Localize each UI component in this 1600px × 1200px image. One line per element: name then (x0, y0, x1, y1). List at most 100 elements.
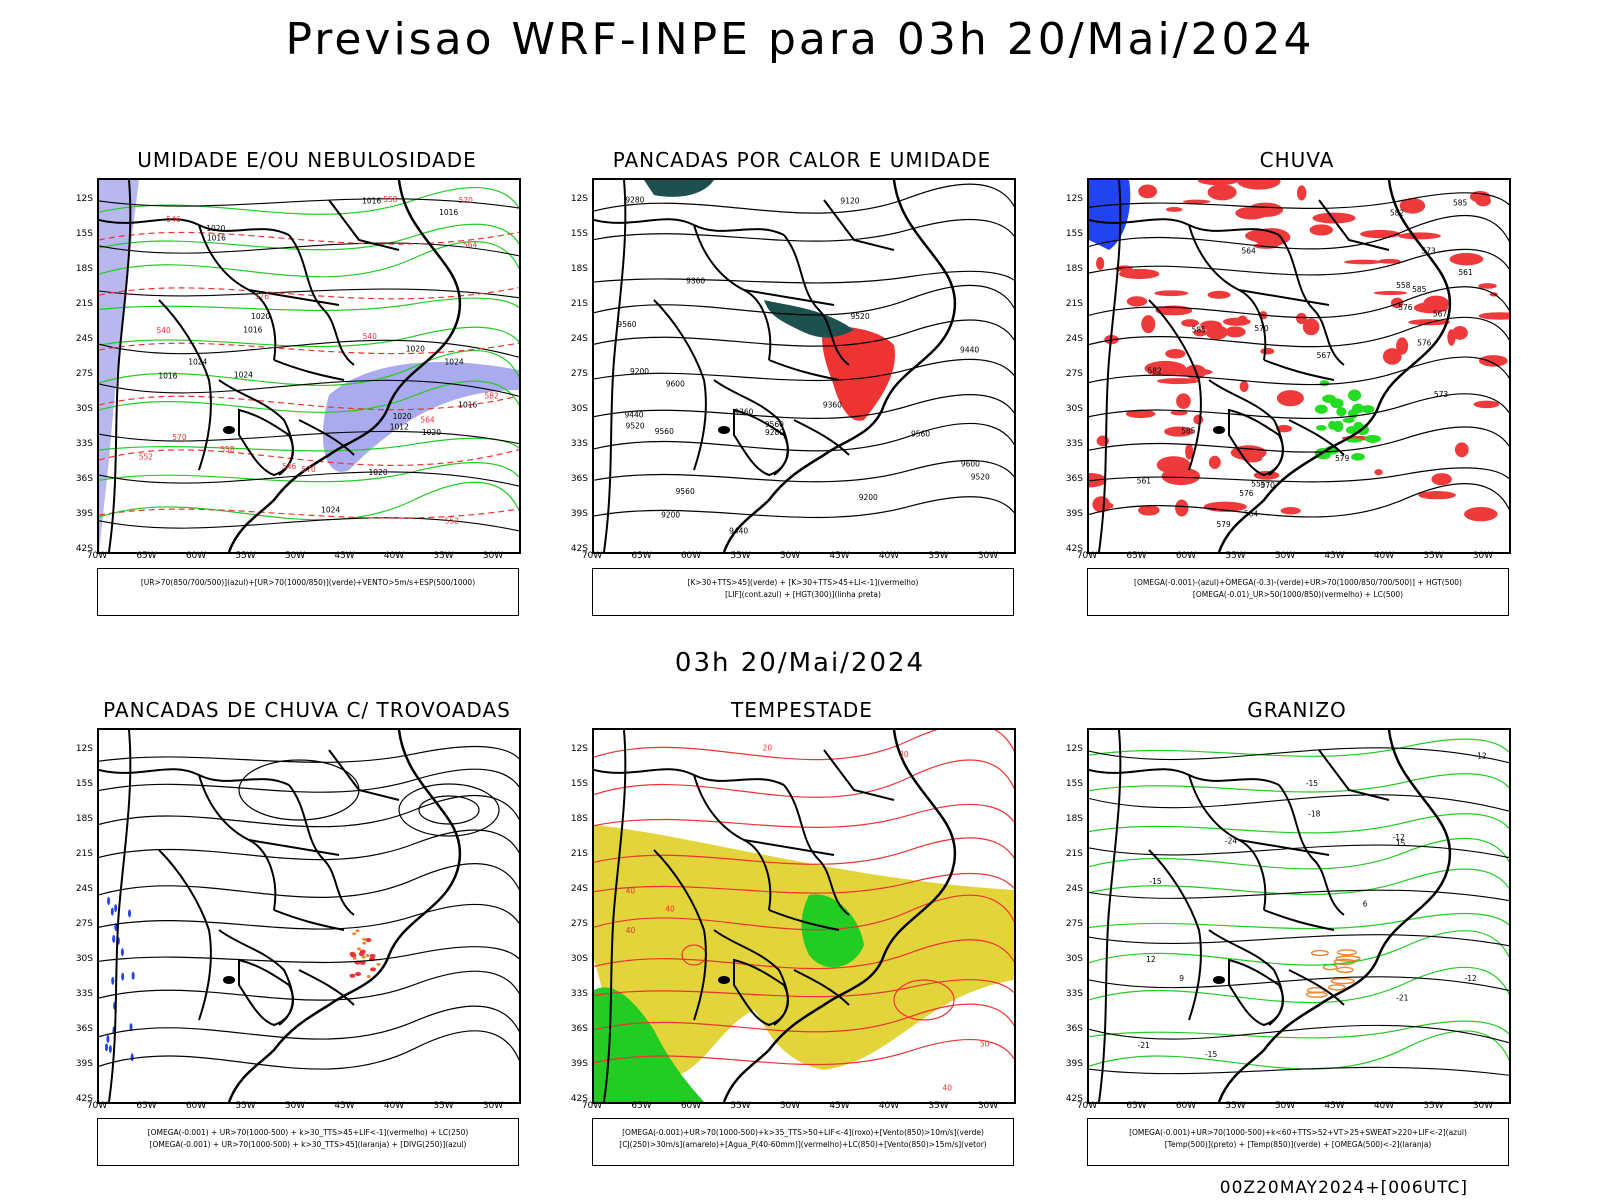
divergence-blue-mark (114, 904, 118, 913)
rain-red-patch (1175, 499, 1189, 517)
political-border (273, 359, 345, 381)
latitude-tick-label: 15S (1065, 229, 1083, 239)
contour-value-label: 1020 (422, 428, 441, 437)
contour-value-label: 585 (1412, 285, 1427, 294)
political-border (99, 768, 290, 786)
political-border (288, 784, 355, 916)
rain-green-patch (1361, 405, 1375, 414)
legend-line: [OMEGA(-0.001)+UR>70(1000-500)+k<60+TTS>… (1129, 1128, 1467, 1137)
divergence-blue-mark (107, 897, 111, 906)
contour-value-label: 567 (1317, 351, 1332, 360)
political-border (1278, 784, 1345, 916)
coastline (227, 730, 462, 1102)
contour-line (99, 795, 519, 828)
contour-value-label: 570 (301, 465, 316, 474)
contour-value-label: 576 (255, 292, 270, 301)
map-canvas: 5855855855825795765765735705675645615585… (1089, 180, 1509, 552)
latitude-tick-label: 27S (570, 919, 588, 929)
political-border (108, 730, 132, 1102)
latitude-tick-label: 42S (570, 544, 588, 554)
longitude-tick-label: 55W (235, 551, 256, 561)
lake-mark (718, 976, 730, 984)
contour-value-label: 9360 (734, 408, 753, 417)
political-border (328, 199, 400, 251)
contour-value-label: 9520 (626, 422, 645, 431)
longitude-tick-label: 70W (1076, 551, 1098, 561)
latitude-tick-label: 39S (570, 1059, 588, 1069)
contour-value-label: 558 (1396, 281, 1411, 290)
contour-line (99, 1005, 519, 1040)
contour-line (1089, 868, 1509, 895)
panel-title: GRANIZO (1247, 698, 1347, 722)
latitude-tick-label: 42S (1065, 544, 1083, 554)
contour-line (99, 430, 519, 445)
rain-red-patch (1156, 378, 1200, 385)
contour-value-label: 540 (363, 332, 378, 341)
run-timestamp: 00Z20MAY2024+[006UTC] (1219, 1178, 1468, 1198)
political-border (1263, 359, 1335, 381)
political-border (793, 969, 850, 1006)
longitude-tick-label: 40W (383, 551, 405, 561)
contour-value-label: 570 (459, 196, 474, 205)
contour-value-label: 582 (1390, 208, 1405, 217)
rain-green-patch (1342, 417, 1355, 423)
latitude-tick-label: 36S (75, 1024, 93, 1034)
storm-orange-mark (362, 937, 367, 941)
contour-line (99, 241, 519, 278)
rain-red-patch (1276, 390, 1304, 407)
political-border (823, 749, 895, 801)
map-heat-showers: 9560 9560 9560 9560 9560 9600 9520 9520 9440 9360… (592, 178, 1016, 554)
latitude-tick-label: 21S (1065, 849, 1083, 859)
contour-value-label: 1016 (158, 372, 177, 381)
longitude-tick-label: 65W (136, 551, 157, 561)
latitude-tick-label: 36S (1065, 1024, 1083, 1034)
longitude-tick-label: 55W (235, 1101, 256, 1111)
contour-value-label: 561 (1458, 268, 1473, 277)
latitude-tick-label: 18S (1065, 814, 1083, 824)
contour-line (99, 242, 519, 257)
contour-line (1089, 738, 1509, 757)
political-border (733, 408, 789, 477)
longitude-tick-label: 30W (977, 551, 999, 561)
rain-red-patch (1396, 337, 1409, 355)
panel-legend: [K>30+TTS>45](verde) + [K>30+TTS>45+LI<-… (592, 568, 1014, 616)
contour-value-label: -12 (1474, 752, 1486, 761)
thickness-dashed-line (99, 342, 519, 355)
rain-red-patch (1207, 184, 1237, 201)
contour-line (1089, 467, 1509, 483)
contour-value-label: 50 (980, 1039, 990, 1048)
instability-green-area (644, 180, 714, 197)
contour-value-label: 1024 (234, 371, 253, 380)
contour-value-label: 1016 (207, 234, 226, 243)
contour-value-label: -12 (1464, 974, 1476, 983)
contour-line (594, 496, 1014, 519)
panel-title: UMIDADE E/OU NEBULOSIDADE (137, 148, 477, 172)
panel-legend: [OMEGA(-0.001) + UR>70(1000-500) + k>30_… (97, 1118, 519, 1166)
storm-orange-mark (376, 962, 381, 966)
longitude-tick-label: 60W (680, 551, 702, 561)
longitude-tick-label: 30W (482, 551, 504, 561)
longitude-tick-label: 35W (928, 1101, 949, 1111)
political-border (328, 749, 400, 801)
divergence-blue-mark (120, 948, 124, 957)
rain-red-patch (1302, 318, 1320, 336)
contour-value-label: 40 (626, 886, 636, 895)
longitude-tick-label: 65W (1126, 1101, 1147, 1111)
political-border (158, 299, 212, 471)
longitude-tick-label: 55W (1225, 551, 1246, 561)
contour-line (594, 730, 1014, 761)
contour-line (594, 939, 1014, 970)
latitude-tick-label: 33S (75, 989, 93, 999)
contour-line (1089, 483, 1509, 518)
rain-red-patch (1296, 312, 1307, 325)
contour-value-label: 9600 (666, 380, 685, 389)
map-storm: 20 30 40 40 40 50 40 (592, 728, 1016, 1104)
latitude-tick-label: 39S (1065, 509, 1083, 519)
contour-value-label: 585 (1453, 198, 1468, 207)
latitude-tick-label: 33S (570, 989, 588, 999)
latitude-tick-label: 15S (75, 779, 93, 789)
latitude-tick-label: 15S (570, 229, 588, 239)
storm-orange-mark (365, 953, 370, 957)
contour-value-label: 558 (220, 445, 235, 454)
contour-value-label: 9560 (655, 427, 674, 436)
